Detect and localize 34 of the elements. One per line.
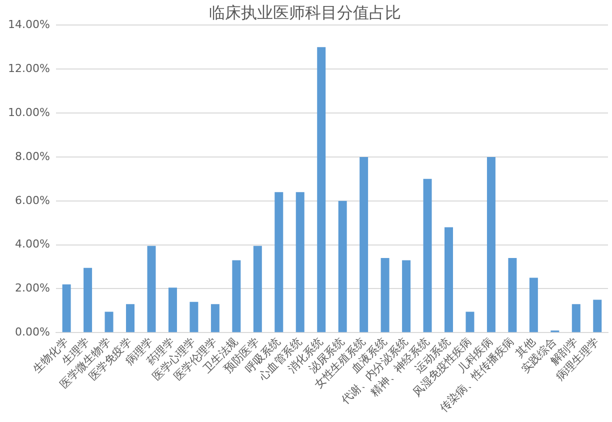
bar	[444, 227, 453, 332]
bar	[360, 156, 368, 332]
y-tick-label: 0.00%	[14, 326, 50, 339]
bar	[317, 47, 326, 332]
bar	[572, 304, 580, 332]
bar	[296, 192, 304, 332]
bar	[253, 246, 262, 332]
bar	[104, 312, 114, 332]
bar	[147, 246, 156, 332]
bar	[126, 304, 135, 332]
bar	[210, 304, 220, 332]
bar	[84, 268, 92, 332]
y-tick-label: 8.00%	[14, 150, 50, 163]
bar	[486, 156, 496, 332]
chart-title: 临床执业医师科目分值占比	[209, 2, 401, 22]
bar	[168, 288, 177, 332]
bar	[380, 258, 390, 332]
y-tick-label: 10.00%	[8, 106, 50, 119]
bar	[593, 300, 602, 332]
bar	[274, 192, 284, 332]
bar	[466, 312, 474, 332]
bar	[508, 258, 517, 332]
bar	[338, 200, 347, 332]
bar	[232, 260, 241, 332]
bar	[423, 178, 432, 332]
y-tick-label: 2.00%	[14, 282, 50, 295]
bar	[190, 302, 198, 332]
y-tick-label: 4.00%	[14, 238, 50, 251]
bar	[529, 278, 538, 332]
y-tick-label: 6.00%	[14, 194, 50, 207]
y-tick-label: 14.00%	[8, 18, 50, 32]
y-tick-label: 12.00%	[8, 62, 50, 75]
bar	[402, 260, 411, 332]
bar	[62, 284, 71, 332]
